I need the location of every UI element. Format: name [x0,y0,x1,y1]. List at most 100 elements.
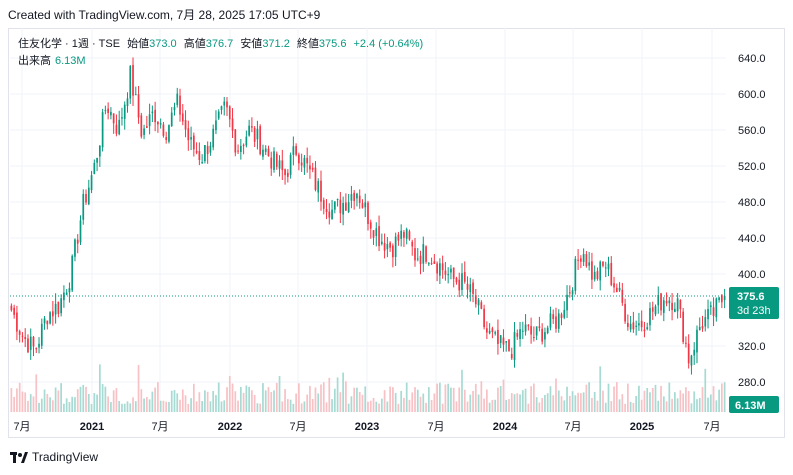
candle-body [422,244,425,264]
candle-body [281,160,284,171]
volume-bar [662,396,665,412]
volume-bar [231,383,234,412]
volume-bar [671,398,673,412]
volume-bar [646,388,649,412]
candle-body [474,295,477,305]
volume-bar [228,375,231,412]
volume-bar [477,394,480,412]
candle-body [118,119,121,135]
volume-bar [397,403,400,412]
candles [10,57,726,375]
volume-bar [535,397,538,412]
x-tick-label: 7月 [289,421,306,433]
candle-body [389,242,391,248]
open-value: 373.0 [149,38,177,50]
candle-body [10,305,13,311]
volume-bar [342,372,344,412]
volume-bar [425,402,427,412]
candle-body [27,338,29,353]
volume-bar [192,383,195,412]
volume-bar [336,377,339,412]
x-tick-label: 7月 [703,421,720,433]
candle-body [649,308,651,326]
x-tick-label: 7月 [13,421,30,433]
y-tick-label: 440.0 [738,233,766,245]
candle-body [378,226,380,247]
candle-body [707,309,709,320]
candle-body [278,160,281,169]
candle-body [264,148,267,152]
candle-body [107,108,109,114]
candle-body [720,295,723,303]
created-caption: Created with TradingView.com, 7月 28, 202… [8,8,321,22]
candle-body [618,287,621,291]
volume-bar [353,387,356,412]
volume-bar [549,386,552,412]
candle-body [87,187,90,205]
volume-bar [544,394,546,412]
x-tick-label: 2023 [355,421,379,433]
volume-bar [234,391,237,412]
candle-body [187,128,190,141]
volume-bar [679,390,682,412]
volume-bar [602,390,604,412]
candle-body [469,284,472,293]
volume-bar [596,400,599,412]
y-tick-label: 280.0 [738,377,766,389]
volume-bar [712,386,715,412]
volume-bar [132,397,134,412]
volume-bar [389,386,391,412]
candle-body [90,175,93,191]
candle-body [643,329,646,332]
candle-body [635,325,638,327]
volume-bar [179,399,181,412]
x-tick-label: 7月 [564,421,581,433]
volume-bar [709,394,712,412]
volume-bar [267,387,270,412]
candle-body [502,337,505,345]
candle-body [596,271,599,279]
candle-body [671,302,673,311]
volume-bar [452,387,455,412]
volume-bar [176,393,179,412]
candle-body [574,258,577,291]
volume-bar [599,366,602,412]
candle-body [662,300,665,313]
candle-body [392,245,394,258]
candle-body [93,162,96,174]
candle-body [71,255,74,291]
volume-bar [378,403,380,412]
volume-bar [408,399,411,412]
symbol-label[interactable]: 住友化学 · 1週 · TSE [18,38,121,50]
y-tick-label: 480.0 [738,197,766,209]
volume-bar [107,396,109,412]
volume-bar [651,387,654,412]
candle-body [433,261,436,264]
y-tick-label: 600.0 [738,89,766,101]
tradingview-logo-icon [10,451,28,463]
volume-bar [184,395,187,412]
volume-bar [375,401,378,412]
candle-body [212,128,215,148]
volume-bar [582,392,585,412]
candle-body [627,322,629,327]
tradingview-logo[interactable]: TradingView [10,450,98,464]
candle-body [632,322,635,330]
volume-bar [303,401,306,412]
candle-body [234,129,237,153]
volume-bar [74,397,76,412]
volume-bar [71,396,74,412]
candle-body [638,323,640,326]
x-tick-label: 2021 [80,421,104,433]
volume-bar [331,399,333,412]
candle-body [380,241,383,244]
volume-bar [217,382,220,412]
candle-body [535,326,538,336]
candle-body [577,259,579,261]
candle-body [602,261,604,266]
candle-body [441,263,444,271]
volume-bar [259,403,262,412]
low-value: 371.2 [262,38,290,50]
candle-body [455,278,458,283]
